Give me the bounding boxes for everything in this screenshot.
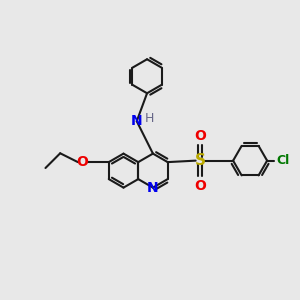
Text: S: S bbox=[195, 153, 206, 168]
Text: Cl: Cl bbox=[277, 154, 290, 167]
Text: O: O bbox=[76, 155, 88, 169]
Text: N: N bbox=[147, 181, 159, 195]
Text: O: O bbox=[194, 129, 206, 142]
Text: N: N bbox=[131, 114, 142, 128]
Text: H: H bbox=[144, 112, 154, 125]
Text: O: O bbox=[194, 179, 206, 193]
